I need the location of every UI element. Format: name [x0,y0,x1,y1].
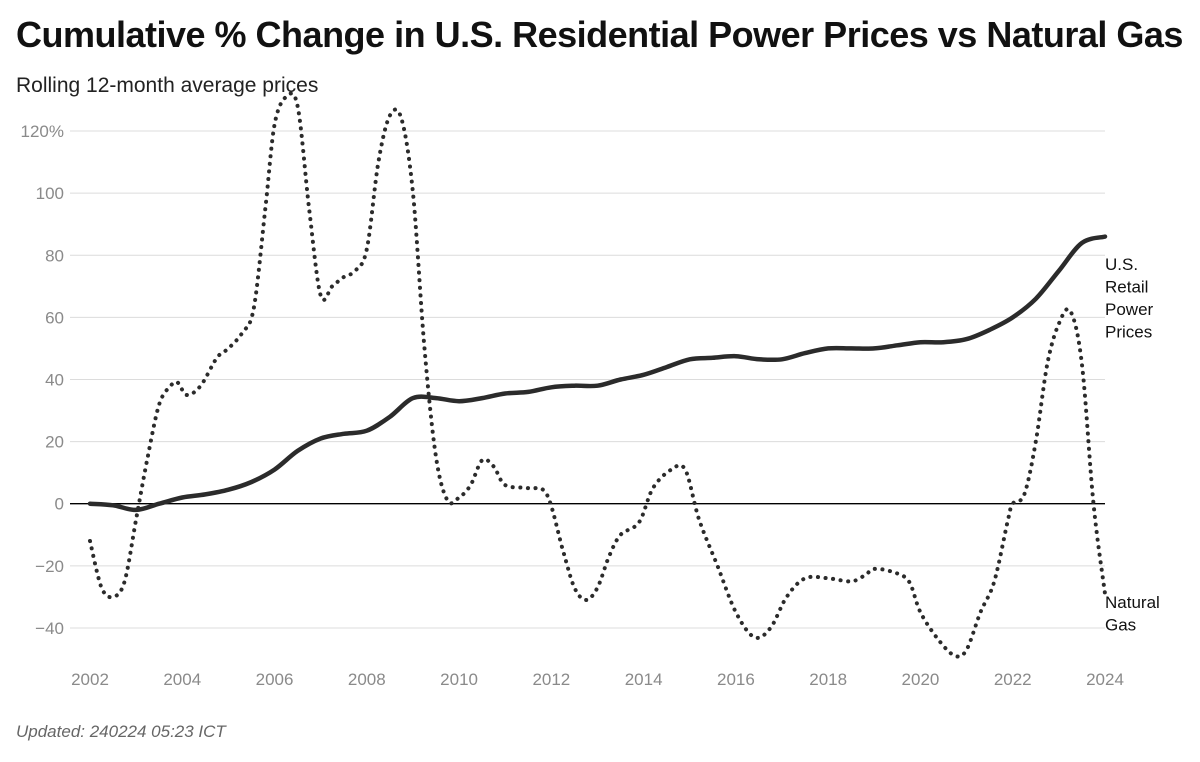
x-tick-label: 2016 [717,670,755,689]
series-end-label: Gas [1105,616,1136,635]
x-tick-label: 2004 [163,670,201,689]
x-tick-label: 2012 [532,670,570,689]
series-end-label: Prices [1105,323,1152,342]
x-tick-label: 2014 [625,670,663,689]
y-tick-label: 120% [21,122,64,141]
y-tick-label: −20 [35,557,64,576]
x-tick-label: 2008 [348,670,386,689]
x-tick-label: 2018 [809,670,847,689]
series-end-label: U.S. [1105,255,1138,274]
x-tick-label: 2010 [440,670,478,689]
natural-gas-line [88,91,1107,659]
series-end-label: Power [1105,300,1154,319]
x-tick-label: 2022 [994,670,1032,689]
x-axis-ticks: 2002 2004 2006 2008 2010 2012 2014 2016 2018 2020… [71,670,1124,689]
y-tick-label: 0 [55,495,64,514]
series-labels: U.S. Retail Power Prices Natural Gas [1105,255,1160,635]
retail-power-line [87,234,1108,513]
y-axis-ticks: 120% 100 80 60 40 20 0 −20 −40 [21,122,64,638]
gridlines [70,130,1105,629]
series-lines [87,91,1108,659]
y-tick-label: 100 [36,184,64,203]
y-tick-label: 60 [45,308,64,327]
chart-title: Cumulative % Change in U.S. Residential … [16,14,1183,55]
x-tick-label: 2002 [71,670,109,689]
series-end-label: Natural [1105,593,1160,612]
updated-note: Updated: 240224 05:23 ICT [16,722,226,741]
y-tick-label: −40 [35,619,64,638]
y-tick-label: 20 [45,433,64,452]
y-tick-label: 40 [45,371,64,390]
y-tick-label: 80 [45,246,64,265]
x-tick-label: 2006 [256,670,294,689]
series-end-label: Retail [1105,278,1148,297]
chart-subtitle: Rolling 12-month average prices [16,74,319,97]
x-tick-label: 2020 [902,670,940,689]
x-tick-label: 2024 [1086,670,1124,689]
